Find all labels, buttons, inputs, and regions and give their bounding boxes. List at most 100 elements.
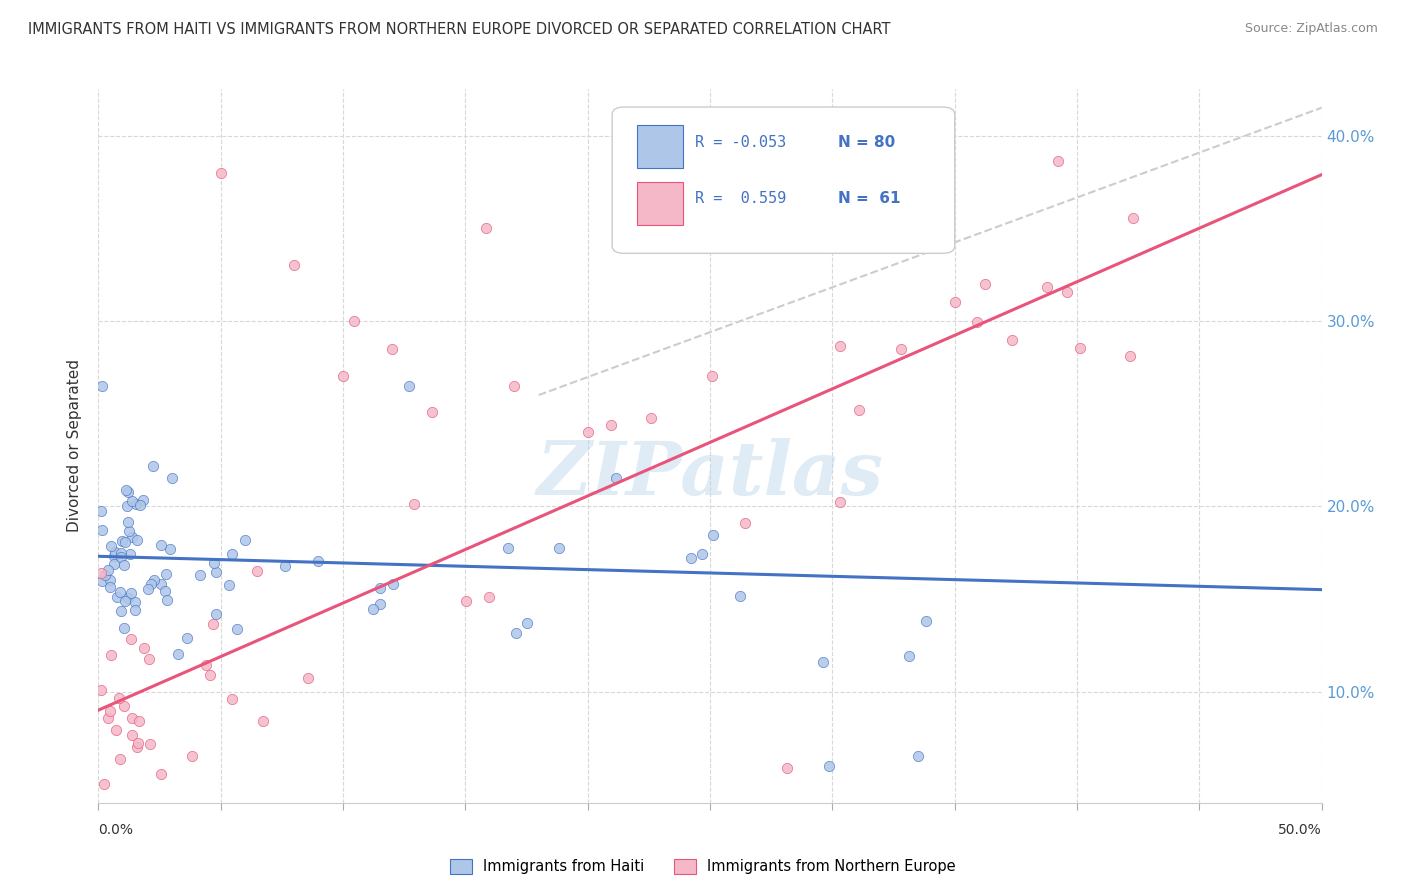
Text: R = -0.053: R = -0.053 — [696, 136, 786, 150]
Point — [218, 578, 240, 592]
Point — [1035, 279, 1057, 293]
Point — [143, 573, 166, 587]
Point — [205, 607, 228, 621]
Point — [907, 749, 929, 764]
Point — [90, 566, 112, 581]
Point — [91, 574, 114, 588]
Point — [1001, 333, 1024, 347]
Point — [188, 567, 211, 582]
Point — [702, 528, 724, 542]
Bar — [637, 125, 683, 168]
Bar — [637, 182, 683, 225]
Point — [110, 546, 132, 560]
Point — [108, 585, 131, 599]
Point — [233, 533, 256, 547]
Point — [381, 342, 404, 356]
Point — [121, 711, 143, 725]
Point — [274, 559, 297, 574]
Point — [125, 498, 148, 512]
Point — [98, 573, 121, 587]
Point — [817, 758, 839, 772]
Point — [100, 539, 122, 553]
Point — [127, 736, 149, 750]
Point — [138, 652, 160, 666]
Point — [132, 493, 155, 508]
Point — [221, 692, 243, 706]
Text: N = 80: N = 80 — [838, 136, 896, 150]
Point — [149, 538, 172, 552]
Point — [100, 648, 122, 662]
Point — [138, 737, 160, 751]
Point — [141, 459, 163, 474]
Point — [90, 523, 112, 537]
Point — [167, 647, 190, 661]
Text: 0.0%: 0.0% — [98, 823, 134, 837]
Point — [728, 589, 751, 603]
Point — [176, 631, 198, 645]
Text: Source: ZipAtlas.com: Source: ZipAtlas.com — [1244, 22, 1378, 36]
Point — [121, 494, 143, 508]
Point — [97, 563, 120, 577]
Point — [110, 604, 132, 618]
Point — [246, 564, 269, 578]
Point — [121, 632, 143, 646]
Point — [576, 425, 599, 439]
Point — [104, 545, 127, 559]
Point — [128, 714, 150, 728]
Point — [1056, 285, 1078, 299]
Point — [503, 378, 526, 392]
Point — [420, 405, 443, 419]
Point — [775, 761, 797, 775]
Point — [600, 417, 623, 432]
Point — [204, 565, 226, 579]
Point — [368, 581, 391, 595]
Point — [297, 671, 319, 685]
Point — [974, 277, 997, 291]
Legend: Immigrants from Haiti, Immigrants from Northern Europe: Immigrants from Haiti, Immigrants from N… — [444, 853, 962, 880]
Point — [129, 498, 152, 512]
Point — [966, 315, 988, 329]
Point — [159, 541, 181, 556]
Point — [1069, 341, 1091, 355]
Point — [110, 550, 132, 565]
Point — [124, 595, 146, 609]
Point — [890, 343, 912, 357]
Point — [368, 597, 391, 611]
Point — [110, 751, 132, 765]
Point — [105, 723, 128, 738]
Point — [830, 338, 852, 352]
Text: ZIPatlas: ZIPatlas — [537, 438, 883, 511]
Point — [115, 500, 138, 514]
Point — [225, 622, 247, 636]
Text: 50.0%: 50.0% — [1278, 823, 1322, 837]
Point — [361, 602, 384, 616]
Point — [402, 497, 425, 511]
Point — [114, 594, 136, 608]
Point — [150, 767, 173, 781]
Point — [516, 616, 538, 631]
Text: IMMIGRANTS FROM HAITI VS IMMIGRANTS FROM NORTHERN EUROPE DIVORCED OR SEPARATED C: IMMIGRANTS FROM HAITI VS IMMIGRANTS FROM… — [28, 22, 890, 37]
Point — [103, 549, 125, 563]
Point — [252, 714, 274, 729]
Text: R =  0.559: R = 0.559 — [696, 191, 786, 206]
Point — [202, 556, 225, 570]
Point — [155, 566, 177, 581]
Text: N =  61: N = 61 — [838, 191, 901, 206]
Point — [475, 221, 498, 235]
Point — [548, 541, 571, 556]
Point — [107, 690, 129, 705]
Point — [381, 576, 404, 591]
Point — [194, 658, 217, 673]
Point — [679, 551, 702, 566]
Point — [897, 648, 920, 663]
Point — [156, 592, 179, 607]
Point — [307, 554, 329, 568]
Point — [1047, 153, 1070, 168]
Point — [162, 471, 184, 485]
Point — [605, 471, 627, 485]
Point — [94, 567, 117, 582]
Point — [496, 541, 519, 555]
Point — [112, 558, 135, 572]
Point — [117, 591, 139, 606]
Point — [1122, 211, 1144, 225]
